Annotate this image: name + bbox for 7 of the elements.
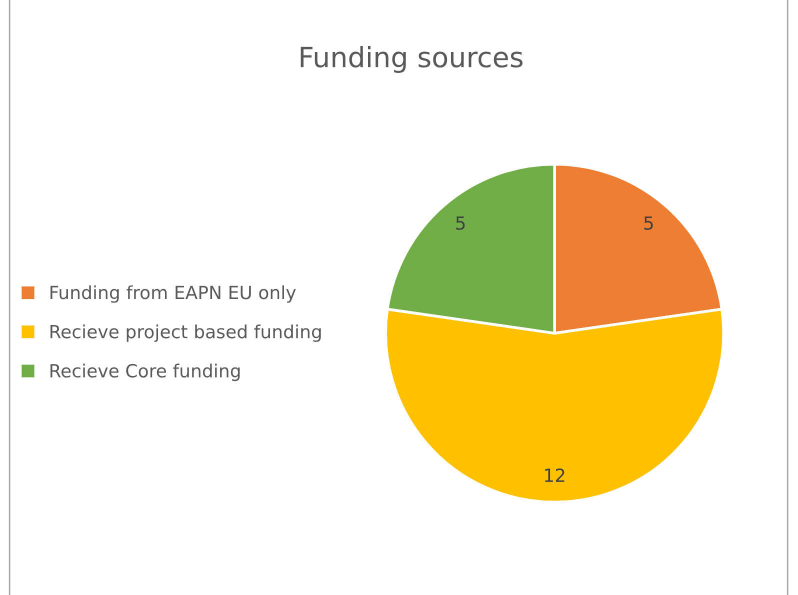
chart-title: Funding sources (300, 46, 523, 73)
data-label: 12 (545, 468, 564, 482)
legend-label: Funding from EAPN EU only (50, 285, 296, 303)
data-label: 5 (644, 216, 653, 230)
legend-label: Recieve Core funding (50, 364, 240, 382)
data-label: 5 (456, 216, 465, 230)
legend-label: Recieve project based funding (50, 324, 321, 342)
